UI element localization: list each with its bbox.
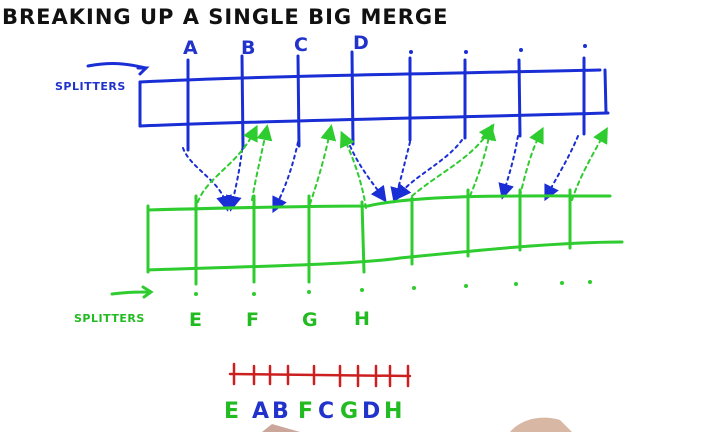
merged-letter-e: E [224,399,239,424]
merged-ticks [232,362,410,388]
pen-tip-shape [262,424,300,432]
merged-letter-c: C [318,399,334,424]
green-array: SPLITTERS E F G H [74,188,624,331]
green-arrow-e [195,124,258,211]
green-arrow-f [251,124,273,201]
green-arrow-g [309,124,337,205]
green-splitter-g: G [302,309,318,331]
green-array-top-edge [146,194,612,212]
blue-arrow-6 [395,139,463,201]
green-splitters-label: SPLITTERS [74,312,145,325]
merged-letter-g: G [340,399,358,424]
blue-splitter-a: A [183,37,198,59]
green-arrow-h [340,130,367,209]
merged-letter-a: A [252,399,269,424]
green-arrow-5 [411,123,495,197]
blue-array: SPLITTERS A B C D [55,32,610,152]
blue-arrow-a [182,147,232,212]
green-splitter-e: E [189,309,202,331]
blue-array-top-edge [138,68,602,84]
blue-arrow-7 [498,135,519,200]
merged-letter-f: F [298,399,313,424]
green-arrow-8 [571,126,608,201]
blue-array-bottom-edge [138,111,610,128]
blue-arrow-c [272,141,299,214]
blue-splitter-d: D [353,32,369,54]
green-label-arrow [110,290,152,296]
green-arrow-6 [469,124,497,197]
merged-letter-h: H [384,399,402,424]
green-splitter-f: F [246,309,259,331]
green-array-bottom-edge [146,240,624,272]
blue-splitter-b: B [241,37,255,59]
blue-splitters-label: SPLITTERS [55,80,126,93]
blue-arrow-5 [390,141,411,204]
merged-letter-b: B [272,399,289,424]
merge-arrows [182,123,608,214]
merged-letter-d: D [362,399,380,424]
diagram-title: BREAKING UP A SINGLE BIG MERGE [2,5,448,29]
hand-shape [510,417,572,432]
green-splitter-h: H [354,308,370,330]
merged-line [228,372,412,378]
blue-arrow-8 [544,135,579,202]
green-arrow-7 [519,126,544,197]
blue-arrow-b [225,141,244,212]
merged-order: E A B F C G D H [224,362,412,424]
blue-arrow-d [349,145,387,203]
blue-splitter-c: C [294,34,308,56]
